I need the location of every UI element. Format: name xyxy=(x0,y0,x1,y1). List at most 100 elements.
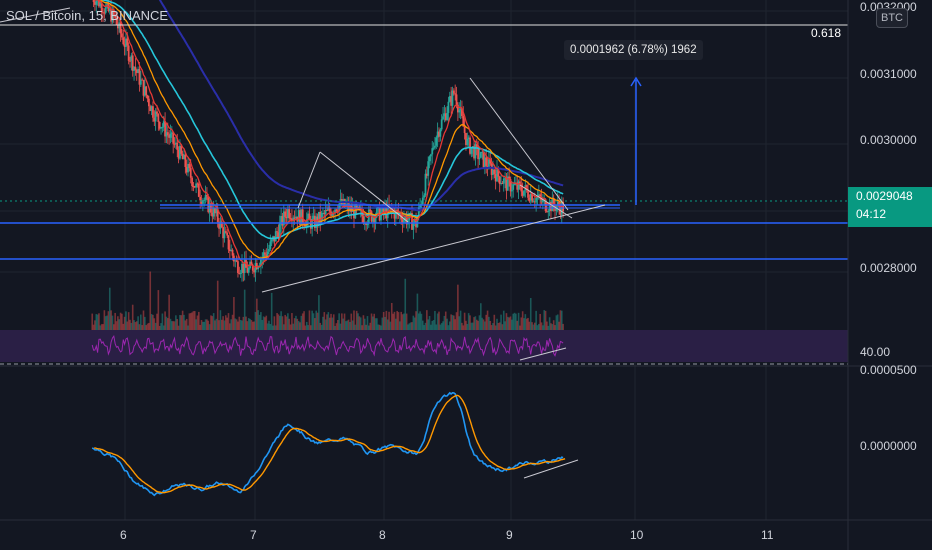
candle-body xyxy=(254,263,257,273)
candle-body xyxy=(143,86,146,96)
osc-divergence-line[interactable] xyxy=(523,459,579,479)
bar-countdown: 04:12 xyxy=(856,207,887,221)
volume-bar xyxy=(474,316,477,330)
candle-body xyxy=(404,216,407,220)
volume-bar xyxy=(501,324,504,330)
candle-body xyxy=(174,142,177,144)
volume-bar xyxy=(353,310,355,330)
volume-bar xyxy=(439,324,442,330)
fib-level-label: 0.618 xyxy=(811,26,842,40)
candle-body xyxy=(179,145,181,159)
candle-body xyxy=(146,95,149,99)
candle-body xyxy=(95,0,98,5)
candle-body xyxy=(183,154,185,160)
candle-body xyxy=(327,207,330,211)
volume-bar xyxy=(335,323,338,330)
candle-body xyxy=(222,227,225,239)
candle-body xyxy=(434,145,436,148)
volume-bar xyxy=(533,322,536,330)
volume-bar xyxy=(98,313,100,330)
volume-bar xyxy=(388,311,390,330)
candle-body xyxy=(496,167,498,182)
volume-bar xyxy=(415,311,417,330)
time-tick: 6 xyxy=(120,528,127,542)
candle-body xyxy=(380,211,382,221)
candle-body xyxy=(532,201,535,203)
volume-bar xyxy=(254,311,257,330)
candle-body xyxy=(234,260,237,262)
volume-bar xyxy=(272,325,274,330)
volume-bar xyxy=(318,295,320,330)
candle-body xyxy=(419,204,421,208)
candle-body xyxy=(295,216,297,219)
volume-bar xyxy=(389,321,392,330)
currency-button[interactable]: BTC xyxy=(876,8,908,28)
candle-body xyxy=(527,190,529,198)
volume-bar xyxy=(540,322,543,330)
volume-bar xyxy=(119,312,122,330)
candle-body xyxy=(485,157,488,166)
candle-body xyxy=(92,0,95,2)
volume-bar xyxy=(308,310,311,330)
candle-body xyxy=(164,121,166,137)
candle-body xyxy=(355,204,358,209)
candle-body xyxy=(125,38,127,47)
volume-bar xyxy=(481,317,483,330)
volume-bar xyxy=(536,325,539,330)
volume-bar xyxy=(366,316,369,330)
volume-bar xyxy=(137,316,139,330)
measure-arrow[interactable] xyxy=(630,76,642,205)
volume-bar xyxy=(446,318,448,330)
volume-bar xyxy=(292,323,295,330)
volume-bar xyxy=(511,319,513,330)
candle-body xyxy=(331,213,334,216)
candle-body xyxy=(191,177,193,187)
candle-body xyxy=(365,223,368,226)
candle-body xyxy=(242,263,245,273)
candle-body xyxy=(149,106,152,112)
trendlines[interactable] xyxy=(0,7,606,293)
candle-body xyxy=(195,183,198,188)
volume-bar xyxy=(560,310,563,330)
candle-body xyxy=(274,231,277,242)
candle-body xyxy=(350,205,353,212)
candle-body xyxy=(130,55,133,61)
candle-body xyxy=(335,209,338,212)
candle-body xyxy=(401,219,404,224)
candle-body xyxy=(112,9,115,16)
volume-bar xyxy=(122,323,125,330)
price-tick: 0.0028000 xyxy=(860,261,917,275)
candle-body xyxy=(196,183,199,185)
candle-body xyxy=(137,69,140,73)
volume-bar xyxy=(305,321,308,330)
candle-body xyxy=(134,66,137,70)
candle-body xyxy=(470,147,473,154)
candle-body xyxy=(168,134,171,138)
candle-body xyxy=(119,22,122,34)
volume-bar xyxy=(315,310,318,330)
volume-bar xyxy=(204,319,207,330)
time-tick: 11 xyxy=(761,528,774,542)
candle-body xyxy=(228,249,231,252)
volume-bar xyxy=(517,312,520,330)
candle-body xyxy=(373,216,376,223)
rsi-divergence-line[interactable] xyxy=(519,347,567,361)
volume-bar xyxy=(523,318,525,330)
candle-body xyxy=(509,179,512,192)
volume-bar xyxy=(539,313,541,330)
volume-bar xyxy=(508,317,510,330)
symbol-title[interactable]: SOL / Bitcoin, 15, BINANCE xyxy=(6,8,169,23)
volume-bar xyxy=(520,317,523,330)
candle-body xyxy=(257,266,260,270)
candle-body xyxy=(192,186,195,188)
candle-body xyxy=(157,113,160,122)
volume-bar xyxy=(257,310,259,330)
candle-body xyxy=(199,196,202,201)
candle-body xyxy=(543,199,546,201)
candle-body xyxy=(145,86,148,96)
volume-bar xyxy=(91,313,94,330)
volume-bar xyxy=(179,315,181,330)
candle-body xyxy=(270,239,273,242)
volume-bar xyxy=(542,325,544,330)
